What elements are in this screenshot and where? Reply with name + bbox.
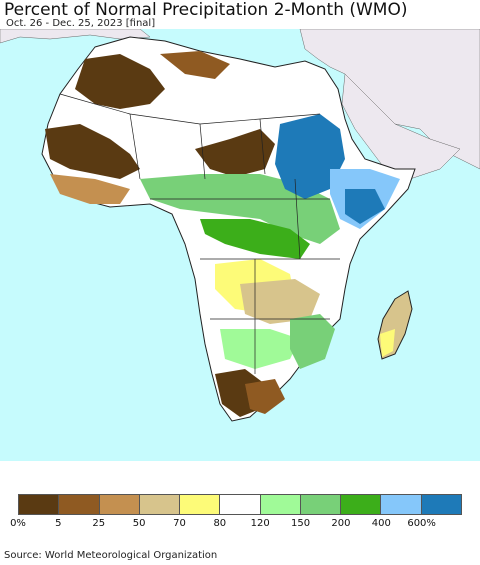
legend-labels: 0% 5 25 50 70 80 120 150 200 400 600% xyxy=(0,518,480,532)
legend-label-1: 5 xyxy=(55,518,62,529)
zambia-tan xyxy=(240,279,320,324)
country-borders xyxy=(59,93,340,374)
congo-green xyxy=(200,219,310,259)
mozambique-green xyxy=(290,314,335,369)
kenya-wet xyxy=(345,189,385,224)
legend-label-3: 50 xyxy=(132,518,146,529)
southern-europe-land xyxy=(0,29,151,44)
map-title: Percent of Normal Precipitation 2-Month … xyxy=(4,0,408,20)
sahara-dry-region xyxy=(75,54,165,109)
legend-label-10: 600% xyxy=(407,518,436,529)
legend-swatch-2 xyxy=(99,495,140,514)
precipitation-map xyxy=(0,29,480,461)
legend-swatch-8 xyxy=(341,495,382,514)
legend-label-9: 400 xyxy=(371,518,391,529)
madagascar-yellow xyxy=(380,329,395,357)
northeast-dry-region xyxy=(160,51,230,79)
legend-color-bar xyxy=(18,494,462,515)
legend-swatch-0 xyxy=(19,495,60,514)
legend-swatch-5 xyxy=(220,495,261,514)
arabian-peninsula xyxy=(341,73,461,180)
west-africa-mix xyxy=(50,174,130,204)
legend-label-0: 0% xyxy=(10,518,26,529)
legend-label-8: 200 xyxy=(331,518,351,529)
legend-swatch-1 xyxy=(59,495,100,514)
legend-label-7: 150 xyxy=(290,518,311,529)
legend-swatch-6 xyxy=(260,495,301,514)
map-subtitle: Oct. 26 - Dec. 25, 2023 [final] xyxy=(6,18,156,29)
west-sahel-dry-region xyxy=(45,124,140,179)
source-credit: Source: World Meteorological Organizatio… xyxy=(4,550,218,561)
legend-label-6: 120 xyxy=(250,518,270,529)
legend-swatch-10 xyxy=(421,495,461,514)
south-africa-brown xyxy=(245,379,285,414)
central-sahel-dry xyxy=(195,129,275,177)
legend-label-5: 80 xyxy=(213,518,227,529)
legend-swatch-9 xyxy=(381,495,422,514)
legend-swatch-3 xyxy=(139,495,181,514)
legend-label-2: 25 xyxy=(92,518,106,529)
southern-green xyxy=(220,329,300,369)
legend-label-4: 70 xyxy=(173,518,186,529)
legend-swatch-4 xyxy=(180,495,221,514)
legend-swatch-7 xyxy=(300,495,342,514)
east-africa-wet xyxy=(275,114,345,199)
